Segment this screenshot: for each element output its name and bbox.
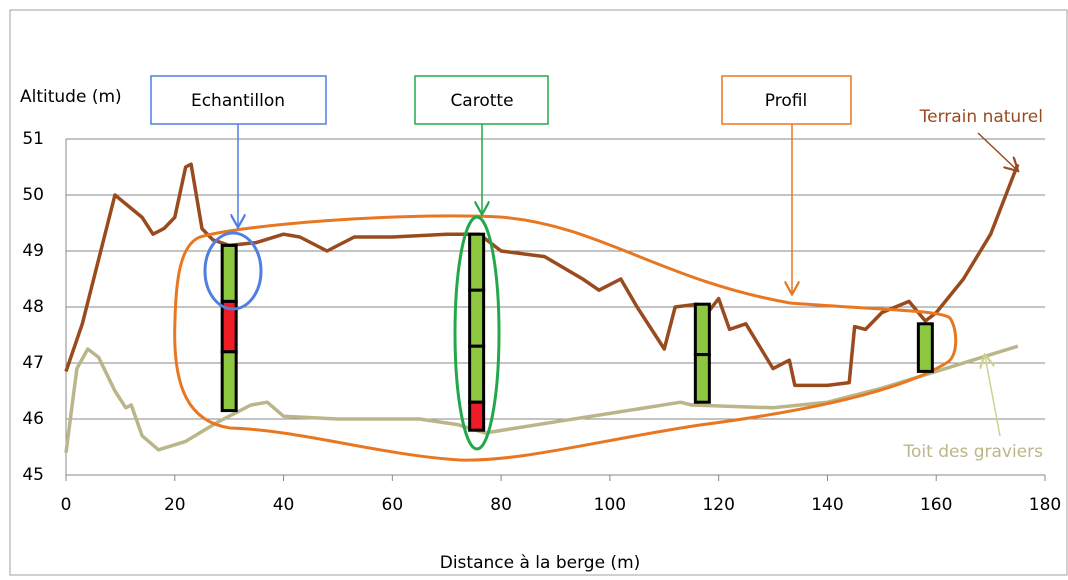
series-label: Terrain naturel bbox=[919, 107, 1043, 127]
x-tick-label: 60 bbox=[382, 495, 404, 515]
label-arrow bbox=[985, 356, 1001, 437]
core-segment bbox=[693, 353, 711, 404]
y-tick-label: 48 bbox=[22, 297, 44, 317]
core-segment bbox=[916, 322, 934, 373]
core-segment bbox=[468, 400, 486, 432]
core-segment bbox=[693, 302, 711, 357]
y-tick-label: 45 bbox=[22, 465, 44, 485]
core-segment bbox=[468, 344, 486, 404]
x-tick-label: 40 bbox=[273, 495, 295, 515]
profil-outline bbox=[173, 214, 958, 462]
core-segment bbox=[468, 288, 486, 348]
annotation: Profil bbox=[765, 91, 807, 111]
x-tick-label: 160 bbox=[920, 495, 952, 515]
core-segment bbox=[220, 350, 238, 413]
x-tick-label: 180 bbox=[1029, 495, 1061, 515]
series-line bbox=[64, 344, 1019, 453]
label-arrow bbox=[977, 132, 1017, 170]
y-tick-label: 46 bbox=[22, 409, 44, 429]
core-segment bbox=[468, 232, 486, 292]
x-tick-label: 20 bbox=[164, 495, 186, 515]
annotation-box bbox=[150, 75, 327, 125]
core-segment bbox=[220, 243, 238, 303]
x-tick-label: 120 bbox=[702, 495, 734, 515]
y-tick-label: 50 bbox=[22, 185, 44, 205]
x-tick-label: 0 bbox=[61, 495, 72, 515]
sample-ellipse bbox=[203, 231, 263, 311]
series-line bbox=[64, 162, 1020, 388]
annotation-box bbox=[414, 75, 549, 125]
x-tick-label: 80 bbox=[490, 495, 512, 515]
series-label: Toit des graviers bbox=[903, 442, 1044, 462]
y-tick-label: 47 bbox=[22, 353, 44, 373]
annotation: Echantillon bbox=[191, 91, 285, 111]
x-axis-label: Distance à la berge (m) bbox=[440, 553, 641, 573]
y-axis-label: Altitude (m) bbox=[20, 87, 122, 107]
annotation: Carotte bbox=[450, 91, 513, 111]
y-tick-label: 49 bbox=[22, 241, 44, 261]
x-tick-label: 100 bbox=[594, 495, 626, 515]
x-tick-label: 140 bbox=[811, 495, 843, 515]
core-ellipse bbox=[453, 215, 501, 451]
annotation-box bbox=[721, 75, 852, 125]
y-tick-label: 51 bbox=[22, 129, 44, 149]
